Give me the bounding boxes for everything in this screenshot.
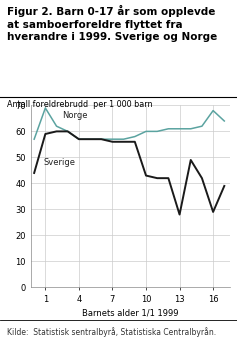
X-axis label: Barnets alder 1/1 1999: Barnets alder 1/1 1999 xyxy=(82,308,179,317)
Text: Kilde:  Statistisk sentralbyrå, Statistiska Centralbyrån.: Kilde: Statistisk sentralbyrå, Statistis… xyxy=(7,327,216,337)
Text: Norge: Norge xyxy=(62,112,88,120)
Text: Antall foreldrebrudd  per 1 000 barn: Antall foreldrebrudd per 1 000 barn xyxy=(7,100,153,109)
Text: Figur 2. Barn 0-17 år som opplevde
at samboerforeldre flyttet fra
hverandre i 19: Figur 2. Barn 0-17 år som opplevde at sa… xyxy=(7,5,217,42)
Text: Sverige: Sverige xyxy=(43,158,75,167)
